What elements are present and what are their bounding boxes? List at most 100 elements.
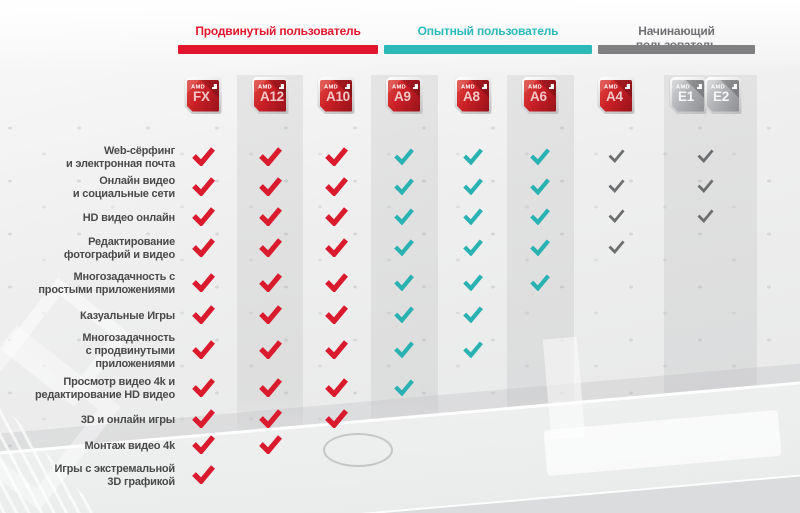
column-stripe xyxy=(371,75,438,448)
processor-model-label: E2 xyxy=(713,88,729,104)
check-icon xyxy=(324,339,348,364)
amd-logo-icon: AMD xyxy=(191,83,219,90)
amd-logo-icon: AMD xyxy=(676,83,704,90)
amd-logo-icon: AMD xyxy=(604,83,632,90)
row-label: Web-сёрфинг и электронная почта xyxy=(66,145,175,170)
processor-model-label: A9 xyxy=(394,88,411,104)
check-icon xyxy=(463,207,483,230)
amd-arrow-icon xyxy=(548,84,554,89)
check-icon xyxy=(608,149,625,168)
check-icon xyxy=(191,339,215,364)
check-icon xyxy=(191,408,215,433)
check-icon xyxy=(324,377,348,402)
check-icon xyxy=(258,272,282,297)
amd-arrow-icon xyxy=(696,84,702,89)
check-icon xyxy=(324,176,348,201)
check-icon xyxy=(530,207,550,230)
check-icon xyxy=(530,147,550,170)
check-icon xyxy=(697,149,714,168)
row-label: Многозадачность с продвинутыми приложениям… xyxy=(82,332,175,370)
group-experienced-user-bar xyxy=(384,45,592,54)
background-top-wash xyxy=(0,0,800,75)
amd-logo-icon: AMD xyxy=(258,83,286,90)
amd-arrow-icon xyxy=(211,84,217,89)
check-icon xyxy=(258,206,282,231)
check-icon xyxy=(394,207,414,230)
check-icon xyxy=(394,238,414,261)
processor-model-label: A8 xyxy=(463,88,480,104)
check-icon xyxy=(394,340,414,363)
amd-arrow-icon xyxy=(278,84,284,89)
group-advanced-user: Продвинутый пользователь xyxy=(178,24,378,54)
amd-logo-icon: AMD xyxy=(711,83,739,90)
check-icon xyxy=(324,146,348,171)
check-icon xyxy=(191,237,215,262)
group-experienced-user-label: Опытный пользователь xyxy=(417,24,559,38)
check-icon xyxy=(258,408,282,433)
processor-badge-e2: AMD E2 xyxy=(704,77,742,114)
check-icon xyxy=(191,464,215,489)
processor-badge-e1: AMD E1 xyxy=(669,77,707,114)
amd-arrow-icon xyxy=(344,84,350,89)
row-label: Просмотр видео 4k и редактирование HD вид… xyxy=(34,376,175,401)
amd-logo-icon: AMD xyxy=(461,83,489,90)
processor-badge-fx: AMD FX xyxy=(184,77,222,114)
check-icon xyxy=(394,378,414,401)
amd-logo-icon: AMD xyxy=(392,83,420,90)
check-icon xyxy=(191,206,215,231)
processor-model-label: FX xyxy=(193,88,210,104)
check-icon xyxy=(394,147,414,170)
check-icon xyxy=(258,146,282,171)
processor-badge-a8: AMD A8 xyxy=(454,77,492,114)
row-label: Монтаж видео 4k xyxy=(84,440,175,452)
check-icon xyxy=(258,339,282,364)
processor-badge-a12: AMD A12 xyxy=(251,77,289,114)
processor-model-label: A4 xyxy=(606,88,623,104)
check-icon xyxy=(608,179,625,198)
group-experienced-user: Опытный пользователь xyxy=(384,24,592,54)
processor-badge-a10: AMD A10 xyxy=(317,77,355,114)
group-beginner-user: Начинающий пользователь xyxy=(598,24,755,54)
processor-badge-a9: AMD A9 xyxy=(385,77,423,114)
check-icon xyxy=(258,434,282,459)
check-icon xyxy=(191,304,215,329)
amd-arrow-icon xyxy=(481,84,487,89)
check-icon xyxy=(463,177,483,200)
row-label: Редактирование фотографий и видео xyxy=(63,236,175,261)
processor-model-label: E1 xyxy=(678,88,694,104)
check-icon xyxy=(191,146,215,171)
check-icon xyxy=(324,237,348,262)
check-icon xyxy=(191,176,215,201)
check-icon xyxy=(191,377,215,402)
check-icon xyxy=(324,408,348,433)
processor-badge-a4: AMD A4 xyxy=(597,77,635,114)
check-icon xyxy=(258,304,282,329)
row-label: Игры с экстремальной 3D графикой xyxy=(54,463,176,488)
check-icon xyxy=(191,272,215,297)
check-icon xyxy=(530,238,550,261)
check-icon xyxy=(697,209,714,228)
background-ellipse-outline xyxy=(323,433,393,467)
group-beginner-user-bar xyxy=(598,45,755,54)
row-label: HD видео онлайн xyxy=(82,212,175,224)
amd-arrow-icon xyxy=(731,84,737,89)
check-icon xyxy=(608,240,625,259)
processor-model-label: A6 xyxy=(530,88,547,104)
amd-logo-icon: AMD xyxy=(528,83,556,90)
amd-logo-icon: AMD xyxy=(324,83,352,90)
check-icon xyxy=(463,340,483,363)
check-icon xyxy=(463,273,483,296)
row-label: 3D и онлайн игры xyxy=(80,414,175,426)
column-stripe xyxy=(237,75,303,448)
check-icon xyxy=(394,305,414,328)
check-icon xyxy=(324,206,348,231)
check-icon xyxy=(608,209,625,228)
processor-model-label: A12 xyxy=(260,88,284,104)
group-advanced-user-label: Продвинутый пользователь xyxy=(195,24,361,38)
check-icon xyxy=(258,176,282,201)
check-icon xyxy=(191,434,215,459)
check-icon xyxy=(530,177,550,200)
processor-badge-a6: AMD A6 xyxy=(521,77,559,114)
group-advanced-user-bar xyxy=(178,45,378,54)
